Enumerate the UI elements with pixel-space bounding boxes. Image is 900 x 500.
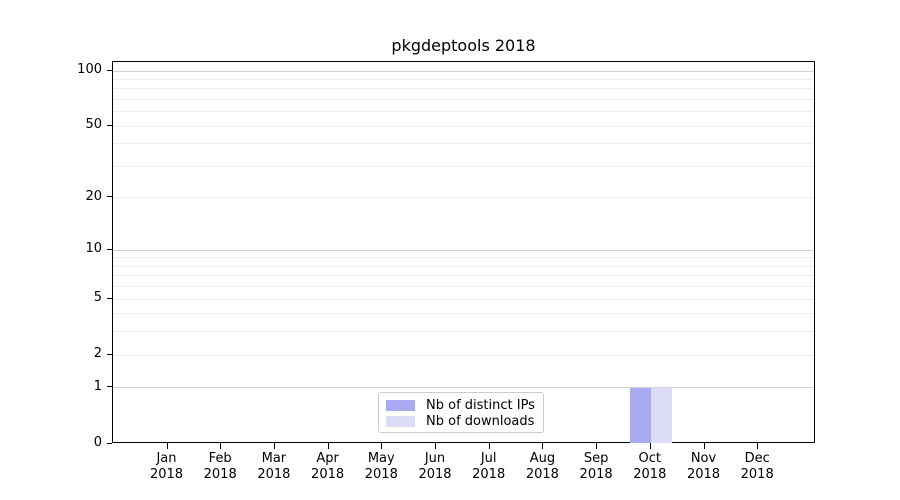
y-tick-label: 0: [93, 435, 102, 450]
x-tick-month: Jul: [480, 451, 497, 466]
y-minor-gridline: [113, 354, 814, 356]
x-tick-label: Apr 2018: [300, 451, 356, 483]
y-minor-gridline: [113, 88, 814, 90]
x-tick-label: Jan 2018: [139, 451, 195, 483]
x-tick-label: May 2018: [353, 451, 409, 483]
x-tick-year: 2018: [149, 467, 184, 482]
bar-nb-of-distinct-ips: [629, 387, 651, 443]
x-axis-tick: [273, 443, 275, 449]
y-minor-gridline: [113, 257, 814, 259]
x-tick-year: 2018: [633, 467, 667, 482]
y-tick-label: 2: [93, 346, 102, 362]
x-tick-year: 2018: [257, 467, 291, 482]
y-axis-tick: [107, 248, 112, 250]
x-axis-tick: [435, 443, 436, 449]
x-axis-tick: [596, 443, 598, 449]
x-tick-year: 2018: [740, 467, 774, 482]
y-major-gridline: [113, 249, 814, 251]
x-axis-tick: [703, 443, 705, 449]
y-tick-label: 5: [93, 290, 102, 306]
x-tick-month: Apr: [316, 451, 339, 466]
x-axis-tick: [542, 443, 544, 449]
x-tick-year: 2018: [418, 467, 452, 482]
x-tick-label: Dec 2018: [729, 451, 785, 483]
y-minor-gridline: [113, 331, 814, 333]
x-tick-label: Aug 2018: [514, 451, 570, 483]
x-tick-year: 2018: [472, 467, 506, 482]
x-tick-month: Nov: [690, 451, 717, 466]
y-major-gridline: [113, 387, 814, 389]
y-tick-label: 50: [85, 117, 102, 133]
y-minor-gridline: [113, 265, 814, 267]
x-tick-month: Jan: [156, 451, 177, 466]
y-axis-tick: [107, 386, 112, 388]
y-axis-tick: [107, 442, 112, 444]
legend-label-distinct-ips: Nb of distinct IPs: [426, 398, 535, 413]
legend-item-distinct-ips: Nb of distinct IPs: [386, 399, 535, 412]
x-tick-month: Aug: [529, 451, 556, 466]
y-minor-gridline: [113, 99, 814, 101]
legend: Nb of distinct IPs Nb of downloads: [378, 392, 544, 433]
x-axis-tick: [220, 443, 222, 449]
y-minor-gridline: [113, 78, 814, 80]
plot-area: [112, 61, 815, 443]
y-tick-label: 1: [93, 378, 102, 394]
x-axis-tick: [757, 443, 759, 449]
x-tick-month: Dec: [744, 451, 770, 466]
y-minor-gridline: [113, 298, 814, 300]
x-tick-year: 2018: [203, 467, 237, 482]
y-tick-label: 100: [77, 62, 102, 78]
y-minor-gridline: [113, 197, 814, 199]
y-major-gridline: [113, 70, 814, 72]
y-tick-label: 20: [85, 188, 102, 204]
x-axis-tick: [488, 443, 490, 449]
x-axis-tick: [327, 443, 329, 449]
y-axis-tick: [107, 196, 112, 198]
bar-nb-of-downloads: [650, 387, 672, 443]
x-axis-tick: [649, 443, 651, 449]
x-axis-tick: [381, 443, 383, 449]
y-minor-gridline: [113, 313, 814, 315]
x-tick-label: Mar 2018: [246, 451, 302, 483]
y-minor-gridline: [113, 143, 814, 145]
y-minor-gridline: [113, 125, 814, 127]
x-tick-month: Feb: [208, 451, 232, 466]
y-minor-gridline: [113, 166, 814, 167]
x-tick-label: Jul 2018: [461, 451, 517, 483]
x-tick-month: Jun: [424, 451, 446, 466]
x-tick-year: 2018: [364, 467, 398, 482]
x-tick-label: Jun 2018: [407, 451, 463, 483]
x-tick-year: 2018: [311, 467, 345, 482]
x-tick-month: Oct: [638, 451, 662, 466]
x-tick-year: 2018: [525, 467, 559, 482]
x-tick-label: Feb 2018: [192, 451, 248, 483]
legend-label-downloads: Nb of downloads: [426, 414, 535, 429]
x-tick-month: Mar: [261, 451, 287, 466]
y-axis-tick: [107, 124, 112, 126]
legend-item-downloads: Nb of downloads: [386, 415, 535, 428]
x-axis-tick: [166, 443, 168, 449]
x-tick-month: May: [367, 451, 395, 466]
y-minor-gridline: [113, 286, 814, 288]
legend-swatch-distinct-ips-icon: [386, 400, 415, 411]
x-tick-label: Sep 2018: [568, 451, 624, 483]
y-minor-gridline: [113, 111, 814, 113]
y-axis-tick: [107, 297, 112, 299]
y-tick-label: 10: [85, 241, 102, 257]
legend-swatch-downloads-icon: [386, 416, 415, 427]
y-axis-tick: [107, 353, 112, 355]
y-minor-gridline: [113, 275, 814, 277]
x-tick-label: Oct 2018: [622, 451, 678, 483]
x-tick-label: Nov 2018: [676, 451, 732, 483]
x-tick-month: Sep: [583, 451, 609, 466]
x-tick-year: 2018: [686, 467, 721, 482]
chart-title: pkgdeptools 2018: [391, 36, 536, 55]
y-axis-tick: [107, 69, 112, 71]
x-tick-year: 2018: [579, 467, 613, 482]
